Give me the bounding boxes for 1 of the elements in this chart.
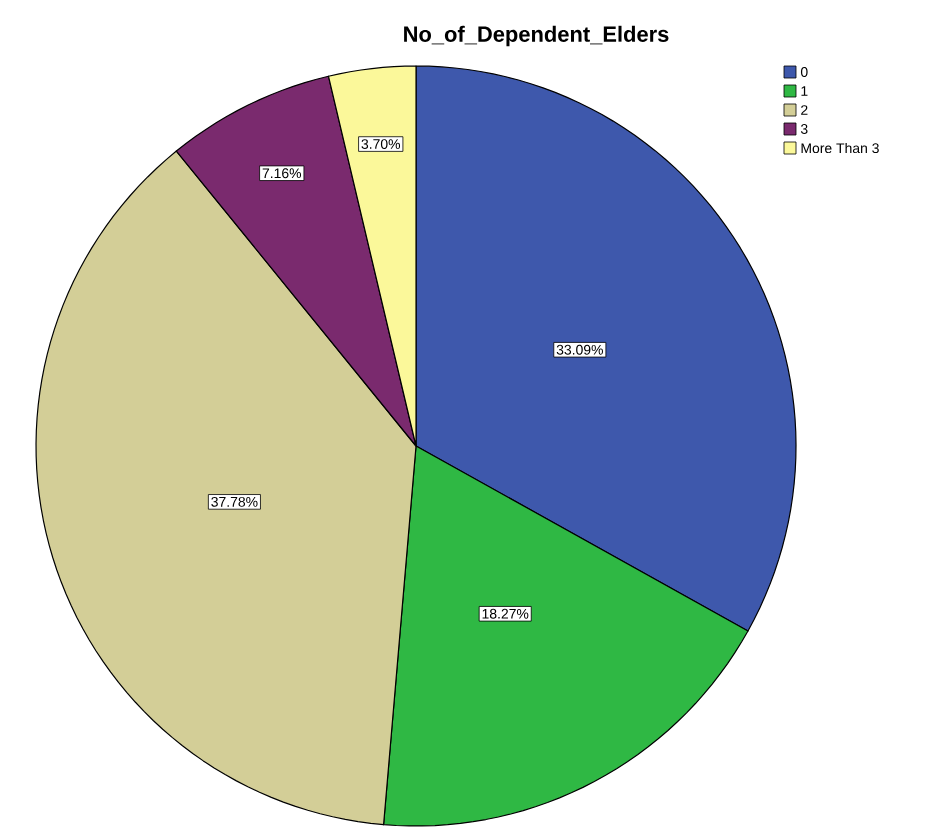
chart-title: No_of_Dependent_Elders — [404, 25, 669, 47]
